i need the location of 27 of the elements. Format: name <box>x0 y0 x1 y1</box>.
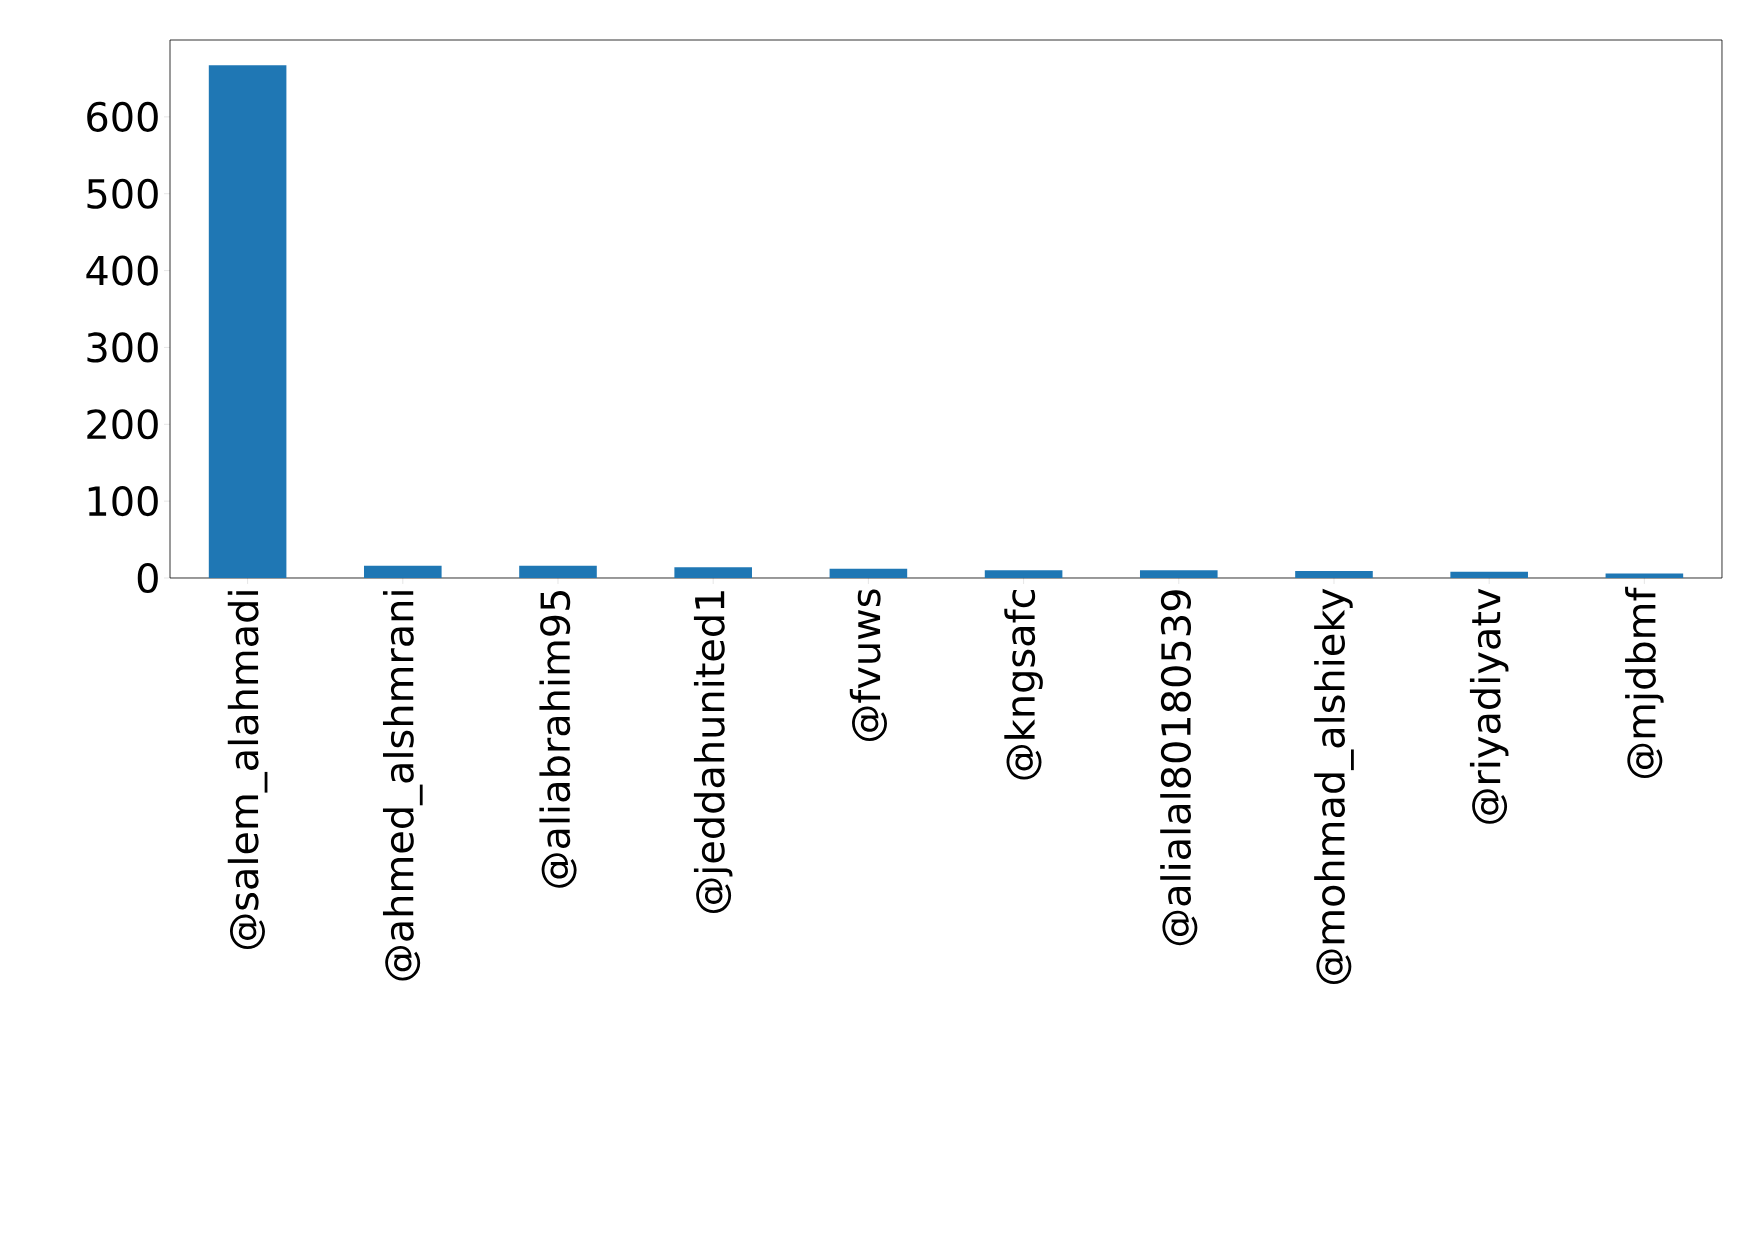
bar <box>1605 573 1684 578</box>
bar <box>1450 571 1528 578</box>
x-tick-label: @jeddahunited1 <box>693 591 733 913</box>
x-tick-label: @aliabrahim95 <box>539 590 577 888</box>
x-tick-label: @ahmed_alshmrani <box>382 591 423 981</box>
bar <box>674 567 752 578</box>
y-tick-label: 200 <box>87 409 158 440</box>
y-tick-label: 500 <box>87 178 158 209</box>
y-tick-label: 300 <box>87 332 158 363</box>
x-tick-label: @mohmad_alshieky <box>1314 588 1354 985</box>
bar <box>1295 571 1373 578</box>
bar <box>984 570 1063 578</box>
x-tick-label: @alialal80180539 <box>1160 590 1198 946</box>
x-tick-label: @kngsafc <box>1004 589 1043 780</box>
bar <box>1139 570 1218 578</box>
x-tick-label: @riyadiyatv <box>1469 588 1509 824</box>
y-tick-label: 600 <box>87 101 158 132</box>
x-tick-label: @mjdbmf <box>1625 586 1664 779</box>
x-tick-label: @salem_alahmadi <box>227 591 268 950</box>
bar <box>519 565 597 578</box>
bar <box>208 65 287 578</box>
x-tick-label: @fvuws <box>849 589 887 741</box>
y-tick-label: 100 <box>88 486 158 517</box>
bar <box>364 565 442 578</box>
bar <box>829 568 908 578</box>
y-tick-label: 400 <box>86 255 158 286</box>
y-tick-label: 0 <box>137 562 158 594</box>
